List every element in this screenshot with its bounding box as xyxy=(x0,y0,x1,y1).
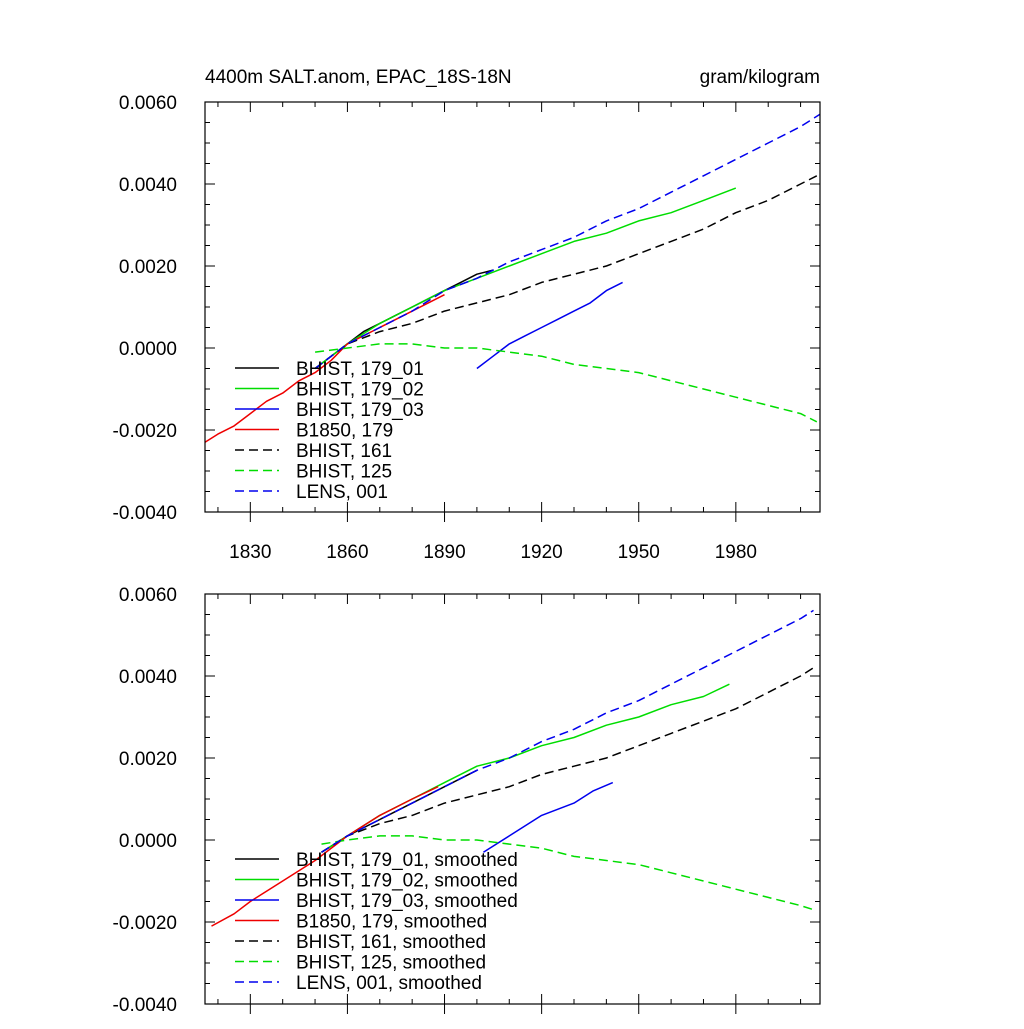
x-tick-label: 1950 xyxy=(618,542,660,563)
legend-label: BHIST, 179_03 xyxy=(296,400,424,421)
y-tick-label: -0.0020 xyxy=(113,421,177,442)
legend-label: BHIST, 125 xyxy=(296,462,392,483)
plot-frame xyxy=(204,101,821,513)
legend-label: LENS, 001 xyxy=(296,482,388,503)
y-tick-label: 0.0020 xyxy=(119,749,177,770)
legend-label: BHIST, 179_02 xyxy=(296,380,424,401)
series-line xyxy=(314,175,818,370)
legend-label: B1850, 179, smoothed xyxy=(296,912,487,933)
x-tick-label: 1980 xyxy=(715,542,757,563)
legend-label: BHIST, 179_01, smoothed xyxy=(296,850,518,871)
y-tick-label: 0.0020 xyxy=(119,257,177,278)
x-tick-label: 1860 xyxy=(326,542,368,563)
series-layer xyxy=(204,113,821,443)
y-tick-label: -0.0040 xyxy=(113,995,177,1016)
legend-label: BHIST, 125, smoothed xyxy=(296,953,486,974)
y-tick-label: 0.0000 xyxy=(119,831,177,852)
panel-top: 4400m SALT.anom, EPAC_18S-18N gram/kilog… xyxy=(113,67,821,563)
tick-layer: -0.0040 -0.0020 0.0000 0.0020 0.0040 0.0060 xyxy=(113,585,820,1016)
series-line xyxy=(482,781,614,853)
series-line xyxy=(476,281,623,370)
series-line xyxy=(321,609,814,853)
chart-title: 4400m SALT.anom, EPAC_18S-18N xyxy=(205,67,512,88)
y-tick-label: -0.0020 xyxy=(113,913,177,934)
series-line xyxy=(321,667,814,853)
y-tick-label: 0.0000 xyxy=(119,339,177,360)
series-line xyxy=(211,786,439,927)
series-line xyxy=(321,683,730,853)
series-line xyxy=(321,835,814,911)
legend-label: BHIST, 161, smoothed xyxy=(296,932,486,953)
series-line xyxy=(315,343,818,423)
tick-layer: 1830 1860 1890 1920 1950 1980 -0.0040 -0.0020 0.… xyxy=(113,93,820,563)
x-tick-label: 1890 xyxy=(423,542,465,563)
series-line xyxy=(314,269,494,370)
legend-label: BHIST, 161 xyxy=(296,441,392,462)
y-tick-label: -0.0040 xyxy=(113,503,177,524)
y-tick-label: 0.0060 xyxy=(119,93,177,114)
series-line xyxy=(314,113,821,370)
panel-bottom: -0.0040 -0.0020 0.0000 0.0020 0.0040 0.0060 B… xyxy=(113,585,821,1016)
series-line xyxy=(314,187,737,370)
legend-label: B1850, 179 xyxy=(296,421,393,442)
legend-label: BHIST, 179_01 xyxy=(296,359,424,380)
legend-label: BHIST, 179_03, smoothed xyxy=(296,891,518,912)
series-layer xyxy=(211,609,814,927)
chart-units: gram/kilogram xyxy=(700,67,820,88)
x-tick-label: 1830 xyxy=(229,542,271,563)
legend-label: BHIST, 179_02, smoothed xyxy=(296,871,518,892)
y-tick-label: 0.0040 xyxy=(119,667,177,688)
x-tick-label: 1920 xyxy=(520,542,562,563)
plot-frame xyxy=(204,593,821,1005)
legend-label: LENS, 001, smoothed xyxy=(296,973,482,994)
y-tick-label: 0.0060 xyxy=(119,585,177,606)
y-tick-label: 0.0040 xyxy=(119,175,177,196)
